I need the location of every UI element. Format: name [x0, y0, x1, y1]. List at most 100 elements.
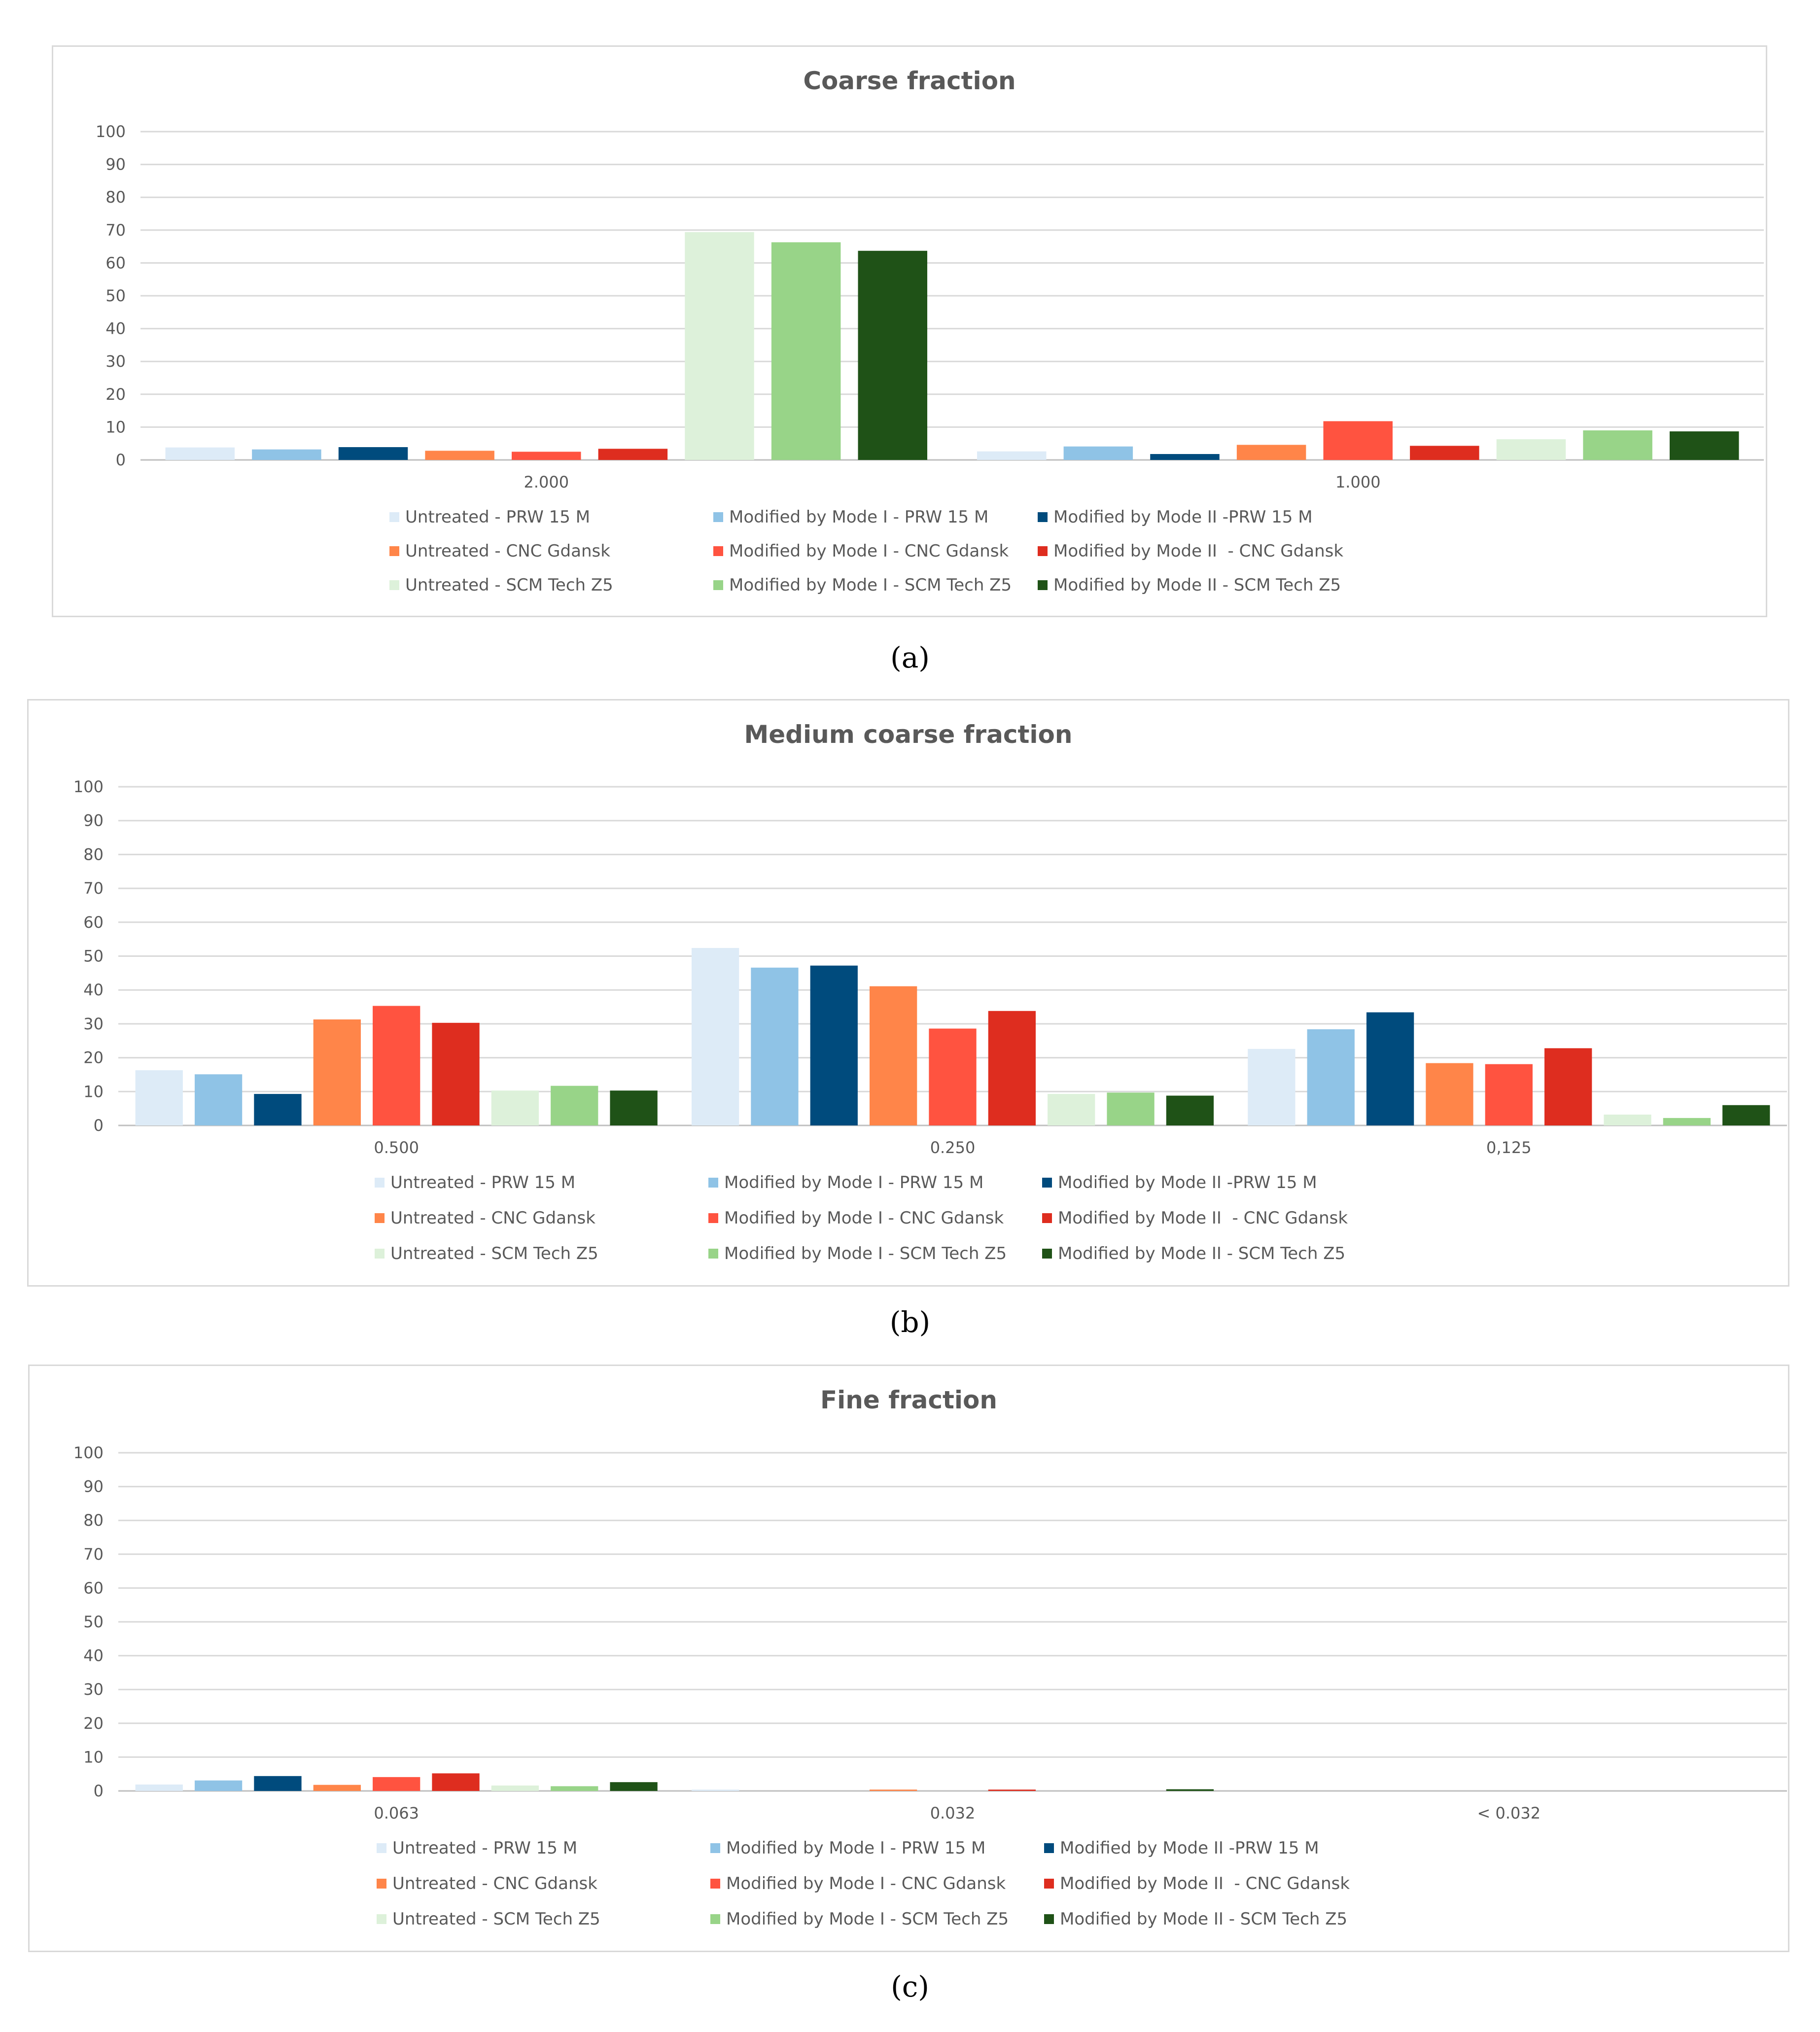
chart-a-ytick-label: 30 [105, 352, 126, 371]
chart-a-legend-label: Modified by Mode I - CNC Gdansk [729, 541, 1009, 561]
chart-a-ytick-label: 70 [105, 221, 126, 240]
chart-b-bar [1048, 1094, 1095, 1125]
chart-c-legend-label: Modified by Mode II - SCM Tech Z5 [1060, 1909, 1348, 1929]
chart-b-legend-item: Untreated - SCM Tech Z5 [375, 1244, 598, 1263]
chart-c-legend-item: Modified by Mode II - SCM Tech Z5 [1044, 1909, 1347, 1929]
chart-c-bar [551, 1786, 598, 1791]
chart-a-bar [598, 449, 668, 460]
chart-b-legend-label: Modified by Mode II - CNC Gdansk [1058, 1208, 1348, 1228]
chart-b-legend-label: Untreated - SCM Tech Z5 [390, 1244, 598, 1263]
chart-c-legend-label: Modified by Mode I - CNC Gdansk [726, 1874, 1006, 1893]
chart-b-bar [1366, 1012, 1414, 1125]
chart-c-bar [432, 1773, 480, 1791]
chart-c-legend-item: Untreated - SCM Tech Z5 [377, 1909, 600, 1929]
chart-b-bar [929, 1028, 977, 1125]
chart-a-legend-label: Modified by Mode II -PRW 15 M [1053, 507, 1313, 527]
chart-b-xtick-label: 0.250 [930, 1138, 976, 1157]
chart-b-legend-swatch [708, 1213, 718, 1223]
chart-b-bar [491, 1090, 539, 1125]
chart-c-legend-swatch [377, 1843, 386, 1853]
chart-c-bar [691, 1789, 739, 1791]
chart-c-legend-item: Untreated - CNC Gdansk [377, 1874, 597, 1893]
chart-c-legend-item: Modified by Mode II -PRW 15 M [1044, 1838, 1319, 1858]
chart-a-bar [1323, 421, 1393, 460]
chart-a-bar [771, 242, 841, 460]
chart-a-legend-item: Modified by Mode II -PRW 15 M [1038, 507, 1313, 527]
chart-a-ytick-label: 40 [105, 319, 126, 338]
chart-b-legend-swatch [708, 1178, 718, 1188]
chart-c-legend-label: Modified by Mode II -PRW 15 M [1060, 1838, 1319, 1858]
chart-a-bar [425, 451, 494, 460]
chart-a-legend-swatch [713, 512, 723, 522]
chart-b-ytick-label: 100 [73, 777, 104, 796]
chart-a-ytick-label: 10 [105, 418, 126, 436]
chart-a-legend-item: Untreated - PRW 15 M [389, 507, 590, 527]
chart-a-bar [1410, 446, 1479, 460]
chart-a-title: Coarse fraction [803, 67, 1016, 95]
panel-label-c: (c) [891, 1970, 929, 2003]
chart-b-legend-label: Modified by Mode I - CNC Gdansk [724, 1208, 1004, 1228]
chart-b-legend-item: Untreated - CNC Gdansk [375, 1208, 595, 1228]
chart-c-ytick-label: 20 [83, 1714, 104, 1733]
chart-a-legend-label: Modified by Mode II - SCM Tech Z5 [1053, 575, 1341, 595]
chart-a-legend-item: Modified by Mode I - SCM Tech Z5 [713, 575, 1012, 595]
chart-b-bar [1544, 1048, 1592, 1125]
chart-c-ytick-label: 40 [83, 1647, 104, 1665]
chart-b-bar [1166, 1095, 1214, 1125]
chart-b-bar [988, 1011, 1036, 1125]
chart-a-legend-item: Modified by Mode I - CNC Gdansk [713, 541, 1009, 561]
chart-c-legend-label: Untreated - PRW 15 M [392, 1838, 578, 1858]
chart-a-legend-label: Modified by Mode I - PRW 15 M [729, 507, 989, 527]
chart-a-legend-item: Modified by Mode I - PRW 15 M [713, 507, 988, 527]
chart-a-legend-item: Untreated - SCM Tech Z5 [389, 575, 613, 595]
chart-b-bar [254, 1094, 302, 1125]
chart-b-ytick-label: 60 [83, 913, 104, 932]
chart-b-ytick-label: 10 [83, 1082, 104, 1101]
chart-c-bar [610, 1782, 658, 1791]
chart-a-ytick-label: 100 [96, 122, 126, 141]
chart-b-legend-swatch [375, 1213, 385, 1223]
chart-c-legend-label: Modified by Mode I - SCM Tech Z5 [726, 1909, 1009, 1929]
chart-b-legend-label: Modified by Mode II -PRW 15 M [1058, 1173, 1317, 1192]
chart-a-legend-label: Untreated - SCM Tech Z5 [405, 575, 613, 595]
chart-a-bar [858, 250, 928, 460]
chart-b-legend-item: Modified by Mode II - CNC Gdansk [1042, 1208, 1348, 1228]
chart-b-bar [1663, 1118, 1711, 1125]
chart-a-legend-item: Modified by Mode II - CNC Gdansk [1038, 541, 1343, 561]
chart-b-bar [810, 965, 858, 1125]
chart-a-legend-label: Untreated - CNC Gdansk [405, 541, 610, 561]
chart-b-bar [1426, 1063, 1473, 1125]
chart-b-legend-swatch [1042, 1178, 1052, 1188]
chart-c-ytick-label: 10 [83, 1748, 104, 1766]
chart-a-legend-swatch [713, 546, 723, 556]
chart-b-legend-swatch [375, 1178, 385, 1188]
chart-a-legend-item: Untreated - CNC Gdansk [389, 541, 610, 561]
chart-c-bar [194, 1780, 243, 1791]
chart-c-legend-item: Untreated - PRW 15 M [377, 1838, 577, 1858]
chart-c-legend-label: Untreated - SCM Tech Z5 [392, 1909, 600, 1929]
chart-b-ytick-label: 40 [83, 981, 104, 999]
chart-a-bar [1496, 439, 1566, 460]
chart-a-bar [1583, 430, 1652, 460]
chart-a-bar [685, 232, 754, 460]
chart-b-bar [1485, 1064, 1533, 1125]
chart-c-legend-swatch [377, 1914, 386, 1924]
chart-b-legend-item: Untreated - PRW 15 M [375, 1173, 575, 1192]
chart-b-xtick-label: 0,125 [1486, 1138, 1532, 1157]
chart-a-legend-label: Modified by Mode I - SCM Tech Z5 [729, 575, 1012, 595]
chart-b-ytick-label: 80 [83, 845, 104, 864]
chart-a-legend-swatch [713, 580, 723, 590]
chart-b-bar [432, 1022, 480, 1125]
chart-b-bar [691, 948, 739, 1125]
chart-a-bar [1670, 431, 1739, 460]
chart-c-legend-label: Modified by Mode I - PRW 15 M [726, 1838, 986, 1858]
chart-b-legend-item: Modified by Mode I - PRW 15 M [708, 1173, 983, 1192]
chart-c-title: Fine fraction [820, 1386, 997, 1414]
chart-b-bar [551, 1086, 598, 1125]
panel-label-b: (b) [889, 1305, 931, 1339]
chart-b-bar [1107, 1092, 1155, 1125]
chart-b-bar [1307, 1029, 1355, 1125]
chart-b-legend-item: Modified by Mode II -PRW 15 M [1042, 1173, 1317, 1192]
chart-b-legend-swatch [1042, 1213, 1052, 1223]
